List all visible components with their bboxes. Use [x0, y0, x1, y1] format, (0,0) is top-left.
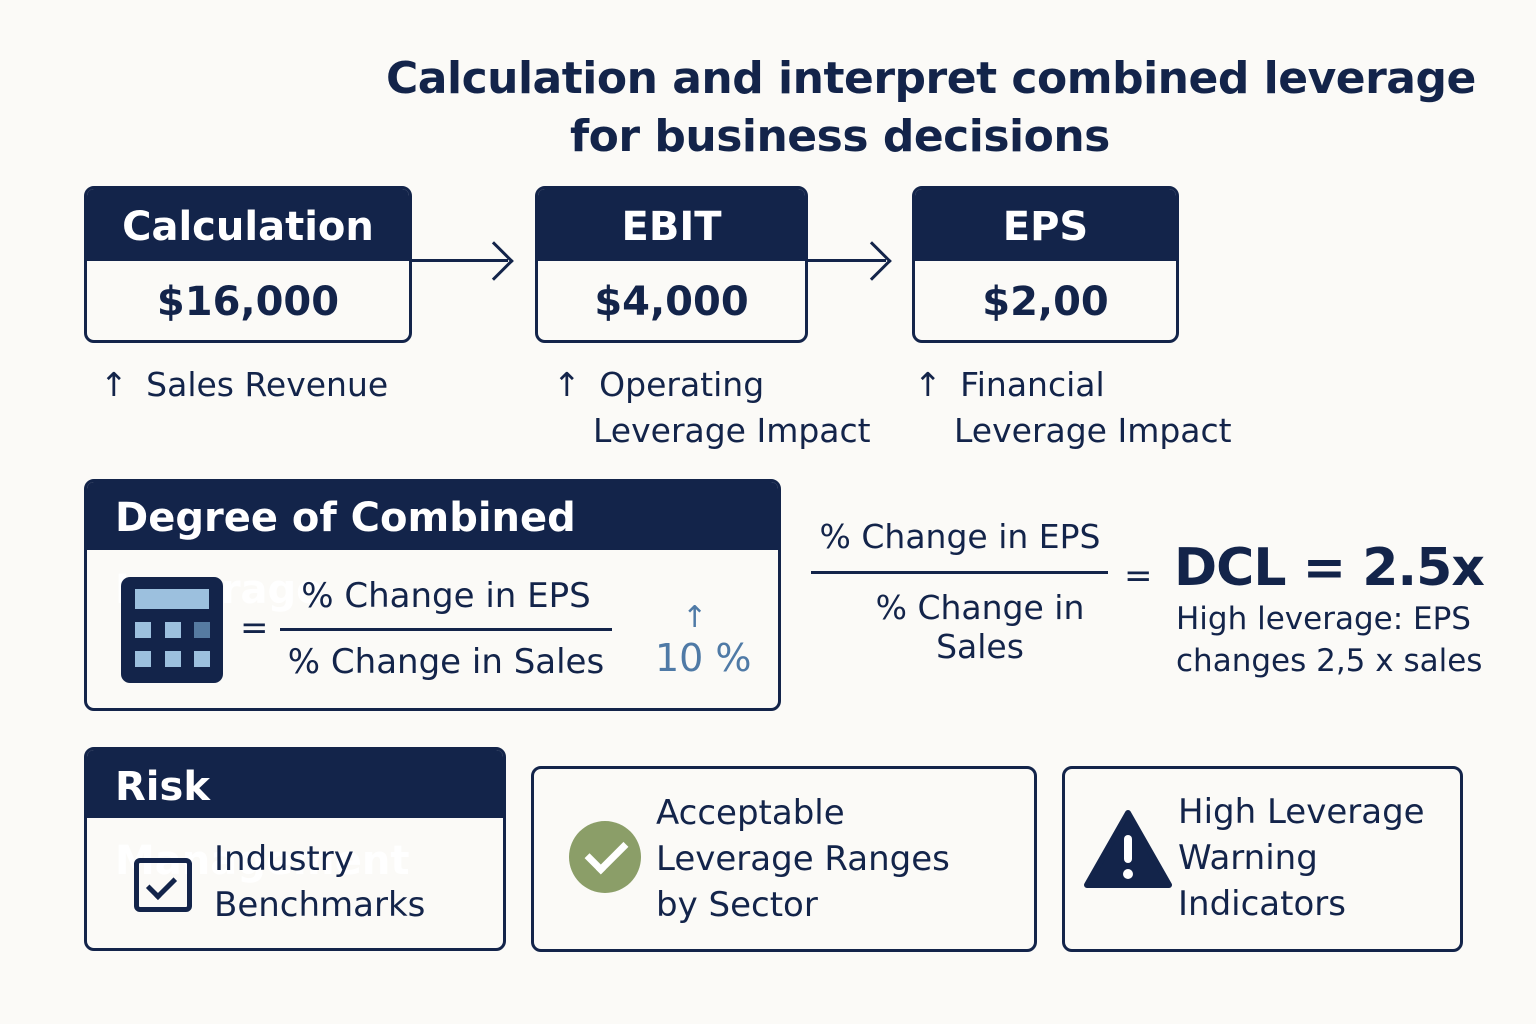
- flow-arrow-2: [808, 259, 886, 262]
- check-circle-icon: [569, 821, 641, 893]
- change-value: 10 %: [655, 636, 752, 680]
- formula-fraction-bar: [811, 571, 1108, 574]
- arrow-up-icon: ↑: [100, 365, 128, 404]
- arrow-up-icon: ↑: [682, 600, 708, 635]
- ebit-value: $4,000: [594, 279, 749, 325]
- dcl-equals: =: [240, 608, 269, 648]
- acceptable-ranges-card: [531, 766, 1037, 952]
- eps-header: EPS: [915, 189, 1176, 261]
- ebit-header: EBIT: [538, 189, 805, 261]
- ebit-card: EBIT $4,000: [535, 186, 808, 343]
- risk-management-header: Risk Management: [87, 750, 503, 884]
- formula-denominator: % Change in Sales: [875, 588, 1085, 666]
- dcl-fraction-bar: [280, 628, 612, 631]
- arrow-right-icon: [852, 241, 892, 281]
- arrow-up-icon: ↑: [553, 365, 581, 404]
- operating-leverage-caption: ↑ Operating Leverage Impact: [553, 365, 871, 450]
- sales-revenue-caption: ↑ Sales Revenue: [100, 365, 389, 404]
- dcl-numerator: % Change in EPS: [301, 576, 591, 616]
- industry-benchmarks: Industry Benchmarks: [214, 839, 426, 925]
- dcl-result: DCL = 2.5x: [1174, 538, 1485, 598]
- calculation-card: Calculation $16,000: [84, 186, 412, 343]
- dcl-denominator: % Change in Sales: [287, 642, 605, 682]
- warning-indicators-text: High Leverage Warning Indicators: [1178, 792, 1425, 924]
- title-line-2: for business decisions: [570, 111, 1110, 162]
- arrow-right-icon: [474, 241, 514, 281]
- arrow-up-icon: ↑: [914, 365, 942, 404]
- acceptable-ranges-text: Acceptable Leverage Ranges by Sector: [656, 793, 950, 925]
- calculator-icon: [121, 577, 223, 683]
- calculation-value: $16,000: [156, 279, 340, 325]
- title-line-1: Calculation and interpret combined lever…: [386, 53, 1476, 104]
- page-title: Calculation and interpret combined lever…: [0, 50, 1536, 166]
- calculation-header: Calculation: [87, 189, 409, 261]
- flow-arrow-1: [412, 259, 508, 262]
- checkbox-icon: [134, 858, 192, 912]
- financial-leverage-caption: ↑ Financial Leverage Impact: [914, 365, 1232, 450]
- warning-icon: [1084, 810, 1172, 888]
- eps-value: $2,00: [982, 279, 1109, 325]
- interpretation-text: High leverage: EPS changes 2,5 x sales: [1176, 601, 1483, 679]
- dcl-header: Degree of Combined Leverage: [87, 482, 778, 613]
- risk-management-card: Risk Management: [84, 747, 506, 951]
- formula-numerator: % Change in EPS: [819, 517, 1101, 556]
- formula-equals: =: [1124, 556, 1153, 596]
- eps-card: EPS $2,00: [912, 186, 1179, 343]
